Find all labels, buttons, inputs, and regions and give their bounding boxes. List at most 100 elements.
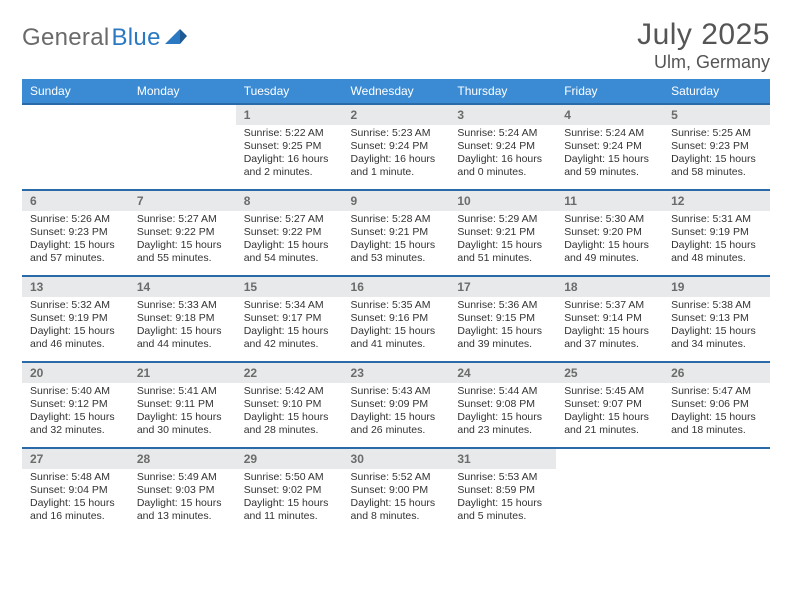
calendar-week: 13Sunrise: 5:32 AMSunset: 9:19 PMDayligh… bbox=[22, 276, 770, 362]
daylight-text: Daylight: 15 hours and 59 minutes. bbox=[564, 153, 655, 179]
day-number: 13 bbox=[22, 277, 129, 297]
calendar-cell: 3Sunrise: 5:24 AMSunset: 9:24 PMDaylight… bbox=[449, 104, 556, 190]
calendar-week: 6Sunrise: 5:26 AMSunset: 9:23 PMDaylight… bbox=[22, 190, 770, 276]
sunrise-text: Sunrise: 5:29 AM bbox=[457, 213, 548, 226]
day-info: Sunrise: 5:41 AMSunset: 9:11 PMDaylight:… bbox=[129, 383, 236, 437]
day-number: 20 bbox=[22, 363, 129, 383]
brand-text-blue: Blue bbox=[111, 24, 160, 52]
calendar-cell: 14Sunrise: 5:33 AMSunset: 9:18 PMDayligh… bbox=[129, 276, 236, 362]
calendar-cell: 19Sunrise: 5:38 AMSunset: 9:13 PMDayligh… bbox=[663, 276, 770, 362]
day-info: Sunrise: 5:37 AMSunset: 9:14 PMDaylight:… bbox=[556, 297, 663, 351]
day-info: Sunrise: 5:36 AMSunset: 9:15 PMDaylight:… bbox=[449, 297, 556, 351]
day-number: 16 bbox=[343, 277, 450, 297]
daylight-text: Daylight: 16 hours and 0 minutes. bbox=[457, 153, 548, 179]
sunrise-text: Sunrise: 5:52 AM bbox=[351, 471, 442, 484]
sunrise-text: Sunrise: 5:48 AM bbox=[30, 471, 121, 484]
daylight-text: Daylight: 15 hours and 16 minutes. bbox=[30, 497, 121, 523]
day-number: 7 bbox=[129, 191, 236, 211]
sunset-text: Sunset: 9:17 PM bbox=[244, 312, 335, 325]
sunrise-text: Sunrise: 5:49 AM bbox=[137, 471, 228, 484]
daylight-text: Daylight: 15 hours and 39 minutes. bbox=[457, 325, 548, 351]
weekday-thursday: Thursday bbox=[449, 79, 556, 104]
day-info: Sunrise: 5:34 AMSunset: 9:17 PMDaylight:… bbox=[236, 297, 343, 351]
day-number: 29 bbox=[236, 449, 343, 469]
sunset-text: Sunset: 9:18 PM bbox=[137, 312, 228, 325]
calendar-cell: 28Sunrise: 5:49 AMSunset: 9:03 PMDayligh… bbox=[129, 448, 236, 534]
calendar-cell: 18Sunrise: 5:37 AMSunset: 9:14 PMDayligh… bbox=[556, 276, 663, 362]
calendar-cell: 13Sunrise: 5:32 AMSunset: 9:19 PMDayligh… bbox=[22, 276, 129, 362]
daylight-text: Daylight: 15 hours and 11 minutes. bbox=[244, 497, 335, 523]
sunset-text: Sunset: 9:09 PM bbox=[351, 398, 442, 411]
sunset-text: Sunset: 9:04 PM bbox=[30, 484, 121, 497]
calendar-cell: 24Sunrise: 5:44 AMSunset: 9:08 PMDayligh… bbox=[449, 362, 556, 448]
sunset-text: Sunset: 9:24 PM bbox=[351, 140, 442, 153]
sunrise-text: Sunrise: 5:40 AM bbox=[30, 385, 121, 398]
daylight-text: Daylight: 15 hours and 42 minutes. bbox=[244, 325, 335, 351]
calendar-cell: 26Sunrise: 5:47 AMSunset: 9:06 PMDayligh… bbox=[663, 362, 770, 448]
sunrise-text: Sunrise: 5:30 AM bbox=[564, 213, 655, 226]
calendar-cell: 22Sunrise: 5:42 AMSunset: 9:10 PMDayligh… bbox=[236, 362, 343, 448]
calendar-cell: . bbox=[129, 104, 236, 190]
calendar-week: 27Sunrise: 5:48 AMSunset: 9:04 PMDayligh… bbox=[22, 448, 770, 534]
daylight-text: Daylight: 15 hours and 41 minutes. bbox=[351, 325, 442, 351]
day-number: 15 bbox=[236, 277, 343, 297]
calendar-cell: 16Sunrise: 5:35 AMSunset: 9:16 PMDayligh… bbox=[343, 276, 450, 362]
day-info: Sunrise: 5:28 AMSunset: 9:21 PMDaylight:… bbox=[343, 211, 450, 265]
weekday-wednesday: Wednesday bbox=[343, 79, 450, 104]
day-info: Sunrise: 5:50 AMSunset: 9:02 PMDaylight:… bbox=[236, 469, 343, 523]
day-info: Sunrise: 5:52 AMSunset: 9:00 PMDaylight:… bbox=[343, 469, 450, 523]
day-info: Sunrise: 5:22 AMSunset: 9:25 PMDaylight:… bbox=[236, 125, 343, 179]
calendar-cell: 5Sunrise: 5:25 AMSunset: 9:23 PMDaylight… bbox=[663, 104, 770, 190]
sunset-text: Sunset: 9:11 PM bbox=[137, 398, 228, 411]
day-number: 9 bbox=[343, 191, 450, 211]
day-number: 19 bbox=[663, 277, 770, 297]
day-number: 30 bbox=[343, 449, 450, 469]
sunset-text: Sunset: 9:15 PM bbox=[457, 312, 548, 325]
day-number: 6 bbox=[22, 191, 129, 211]
calendar-cell: 17Sunrise: 5:36 AMSunset: 9:15 PMDayligh… bbox=[449, 276, 556, 362]
sunrise-text: Sunrise: 5:24 AM bbox=[457, 127, 548, 140]
day-info: Sunrise: 5:48 AMSunset: 9:04 PMDaylight:… bbox=[22, 469, 129, 523]
sunset-text: Sunset: 9:14 PM bbox=[564, 312, 655, 325]
day-info: Sunrise: 5:24 AMSunset: 9:24 PMDaylight:… bbox=[449, 125, 556, 179]
day-info: Sunrise: 5:44 AMSunset: 9:08 PMDaylight:… bbox=[449, 383, 556, 437]
day-number: 1 bbox=[236, 105, 343, 125]
day-number: 25 bbox=[556, 363, 663, 383]
month-title: July 2025 bbox=[637, 18, 770, 52]
daylight-text: Daylight: 15 hours and 37 minutes. bbox=[564, 325, 655, 351]
calendar-cell: 9Sunrise: 5:28 AMSunset: 9:21 PMDaylight… bbox=[343, 190, 450, 276]
day-number: 10 bbox=[449, 191, 556, 211]
sunrise-text: Sunrise: 5:45 AM bbox=[564, 385, 655, 398]
weekday-friday: Friday bbox=[556, 79, 663, 104]
sunrise-text: Sunrise: 5:25 AM bbox=[671, 127, 762, 140]
location-text: Ulm, Germany bbox=[637, 52, 770, 73]
sunrise-text: Sunrise: 5:24 AM bbox=[564, 127, 655, 140]
day-number: 22 bbox=[236, 363, 343, 383]
sunset-text: Sunset: 9:24 PM bbox=[457, 140, 548, 153]
calendar-cell: 31Sunrise: 5:53 AMSunset: 8:59 PMDayligh… bbox=[449, 448, 556, 534]
daylight-text: Daylight: 15 hours and 46 minutes. bbox=[30, 325, 121, 351]
sunrise-text: Sunrise: 5:33 AM bbox=[137, 299, 228, 312]
sunrise-text: Sunrise: 5:28 AM bbox=[351, 213, 442, 226]
day-info: Sunrise: 5:25 AMSunset: 9:23 PMDaylight:… bbox=[663, 125, 770, 179]
sunrise-text: Sunrise: 5:38 AM bbox=[671, 299, 762, 312]
day-number: 27 bbox=[22, 449, 129, 469]
daylight-text: Daylight: 15 hours and 58 minutes. bbox=[671, 153, 762, 179]
calendar-header-row: SundayMondayTuesdayWednesdayThursdayFrid… bbox=[22, 79, 770, 104]
sunset-text: Sunset: 9:12 PM bbox=[30, 398, 121, 411]
sunset-text: Sunset: 9:00 PM bbox=[351, 484, 442, 497]
sunset-text: Sunset: 9:21 PM bbox=[351, 226, 442, 239]
daylight-text: Daylight: 16 hours and 1 minute. bbox=[351, 153, 442, 179]
daylight-text: Daylight: 15 hours and 49 minutes. bbox=[564, 239, 655, 265]
brand-mark-icon bbox=[165, 26, 187, 51]
weekday-saturday: Saturday bbox=[663, 79, 770, 104]
calendar-week: 20 Sunrise: 5:40 AMSunset: 9:12 PM Dayligh… bbox=[22, 362, 770, 448]
daylight-text: Daylight: 15 hours and 23 minutes. bbox=[457, 411, 548, 437]
sunrise-text: Sunrise: 5:35 AM bbox=[351, 299, 442, 312]
sunset-text: Sunset: 9:23 PM bbox=[30, 226, 121, 239]
daylight-text: Daylight: 15 hours and 18 minutes. bbox=[671, 411, 762, 437]
day-info: Sunrise: 5:38 AMSunset: 9:13 PMDaylight:… bbox=[663, 297, 770, 351]
sunset-text: Sunset: 9:19 PM bbox=[671, 226, 762, 239]
sunrise-text: Sunrise: 5:32 AM bbox=[30, 299, 121, 312]
sunrise-text: Sunrise: 5:50 AM bbox=[244, 471, 335, 484]
